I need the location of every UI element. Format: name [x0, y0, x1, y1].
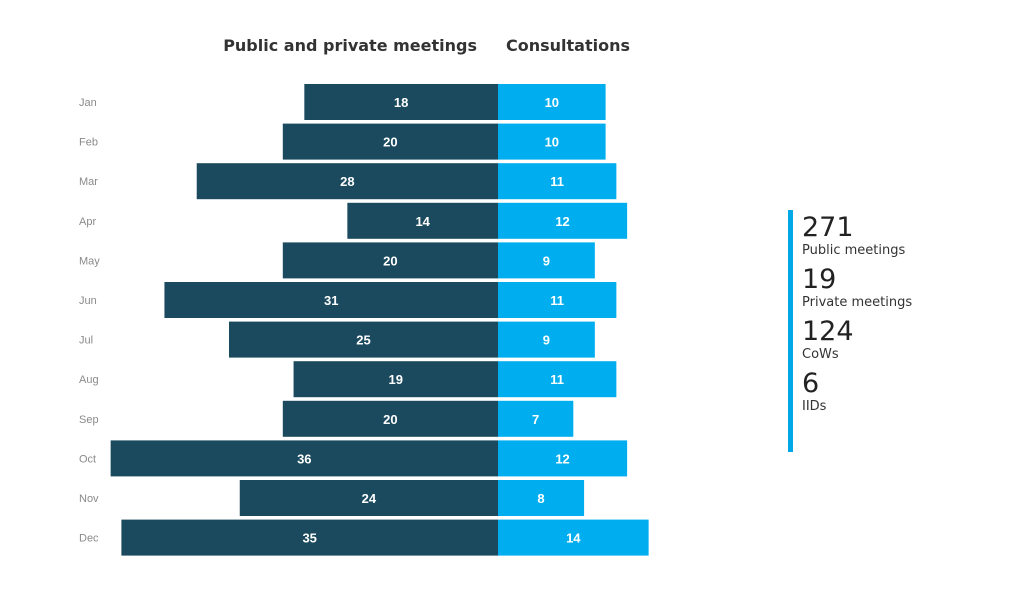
meetings-bar: [282, 123, 498, 160]
stat-private-meetings: 19 Private meetings: [802, 265, 968, 311]
consultations-value-label: 14: [566, 531, 581, 546]
meetings-value-label: 20: [383, 253, 397, 268]
month-label: Dec: [79, 533, 99, 545]
meetings-value-label: 31: [324, 293, 338, 308]
consultations-bar: [498, 400, 574, 437]
consultations-bar: [498, 361, 617, 398]
stat-value: 6: [802, 368, 820, 399]
meetings-value-label: 28: [340, 174, 354, 189]
stat-label: CoWs: [802, 347, 839, 362]
consultations-value-label: 8: [537, 491, 544, 506]
summary-panel: 271 Public meetings 19 Private meetings …: [788, 210, 968, 452]
meetings-bar: [293, 361, 498, 398]
month-label: Sep: [79, 414, 99, 426]
consultations-bar: [498, 321, 595, 358]
meetings-bar: [304, 84, 498, 120]
meetings-value-label: 35: [302, 531, 316, 546]
stat-label: IIDs: [802, 399, 827, 414]
meetings-bar: [196, 163, 498, 200]
meetings-bar: [347, 202, 498, 239]
consultations-value-label: 9: [543, 253, 550, 268]
month-label: Jan: [79, 97, 97, 109]
consultations-bar: [498, 440, 628, 477]
consultations-bar: [498, 202, 628, 239]
meetings-bar: [229, 321, 498, 358]
consultations-value-label: 11: [550, 293, 564, 308]
left-series-header: Public and private meetings: [223, 36, 477, 55]
month-label: May: [79, 255, 100, 267]
month-label: Nov: [79, 493, 99, 505]
consultations-bar: [498, 242, 595, 279]
meetings-value-label: 14: [415, 214, 430, 229]
consultations-value-label: 10: [545, 135, 559, 150]
consultations-value-label: 11: [550, 174, 564, 189]
consultations-bar: [498, 282, 617, 318]
consultations-bar: [498, 84, 606, 120]
meetings-value-label: 24: [362, 491, 377, 506]
stat-label: Public meetings: [802, 243, 906, 258]
consultations-value-label: 7: [532, 412, 539, 427]
consultations-value-label: 9: [543, 333, 550, 348]
month-label: Jun: [79, 295, 97, 307]
month-label: Jul: [79, 335, 93, 347]
stat-value: 124: [802, 316, 854, 347]
consultations-bar: [498, 519, 649, 556]
meetings-bar: [164, 282, 498, 318]
month-label: Mar: [79, 176, 98, 188]
stat-public-meetings: 271 Public meetings: [802, 213, 968, 259]
consultations-value-label: 12: [555, 451, 569, 466]
stat-value: 19: [802, 264, 837, 295]
consultations-value-label: 12: [555, 214, 569, 229]
meetings-value-label: 19: [389, 372, 403, 387]
meetings-value-label: 36: [297, 451, 311, 466]
month-label: Oct: [79, 453, 96, 465]
meetings-bar: [121, 519, 499, 556]
consultations-value-label: 11: [550, 372, 564, 387]
meetings-bar: [110, 440, 498, 477]
consultations-bar: [498, 123, 606, 160]
consultations-bar: [498, 480, 585, 516]
consultations-bar: [498, 163, 617, 200]
meetings-value-label: 18: [394, 95, 408, 110]
meetings-value-label: 20: [383, 135, 397, 150]
consultations-value-label: 10: [545, 95, 559, 110]
stat-value: 271: [802, 212, 854, 243]
diverging-bar-chart: Jan 18 10 Feb 20 10 Mar 28 11 Apr 14 12 May 20 9 Jun 31 1…: [79, 84, 649, 556]
month-label: Apr: [79, 216, 96, 228]
stat-label: Private meetings: [802, 295, 913, 310]
meetings-bar: [239, 480, 498, 516]
right-series-header: Consultations: [506, 36, 631, 55]
meetings-value-label: 25: [356, 333, 370, 348]
meetings-bar: [282, 242, 498, 279]
stat-iids: 6 IIDs: [802, 369, 968, 415]
meetings-bar: [282, 400, 498, 437]
month-label: Feb: [79, 137, 98, 149]
meetings-value-label: 20: [383, 412, 397, 427]
stat-cows: 124 CoWs: [802, 317, 968, 363]
month-label: Aug: [79, 374, 99, 386]
